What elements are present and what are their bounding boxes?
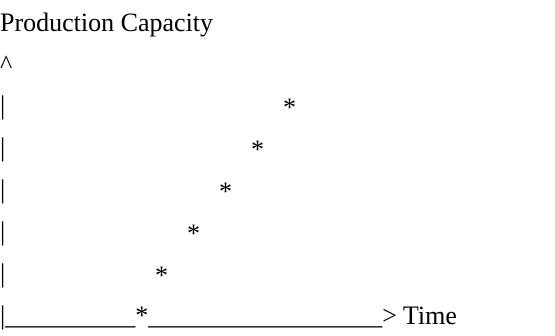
y-axis-segment: | — [0, 301, 6, 330]
x-axis-label: > Time — [382, 301, 457, 330]
x-axis-line: |__________*__________________> Time — [0, 303, 457, 329]
data-point: * — [135, 301, 149, 330]
data-point: * — [155, 261, 168, 290]
y-axis-segment: | — [0, 217, 6, 246]
chart-title: Production Capacity — [0, 8, 214, 37]
y-axis-segment: | — [0, 175, 6, 204]
x-axis-baseline-left: __________ — [5, 301, 136, 330]
y-axis-segment: | — [0, 133, 6, 162]
data-point: * — [283, 93, 296, 122]
data-point: * — [251, 135, 264, 164]
data-point: * — [219, 177, 232, 206]
data-point: * — [187, 219, 200, 248]
x-axis-baseline-right: __________________ — [148, 301, 383, 330]
y-axis-segment: | — [0, 91, 6, 120]
y-axis-segment: | — [0, 259, 6, 288]
y-axis-arrow: ^ — [0, 50, 13, 79]
